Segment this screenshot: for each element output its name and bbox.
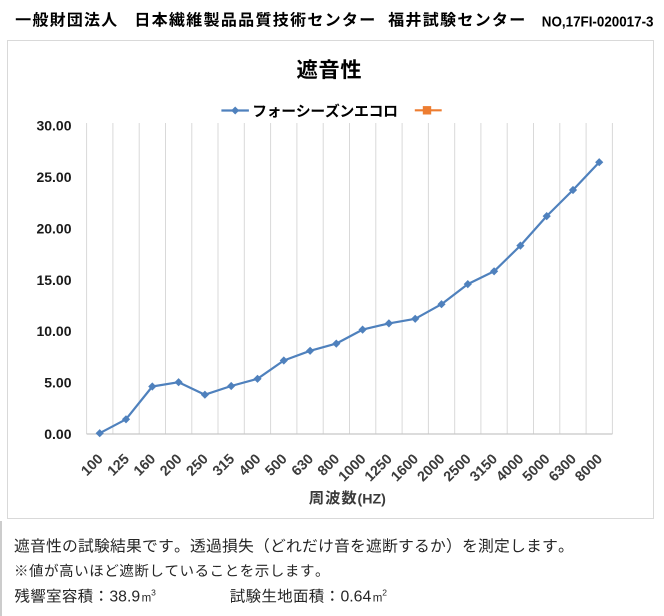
svg-text:400: 400 (236, 451, 264, 479)
svg-text:0.00: 0.00 (44, 426, 71, 442)
svg-text:8000: 8000 (572, 451, 606, 485)
svg-text:30.00: 30.00 (36, 118, 71, 134)
svg-text:2: 2 (382, 588, 387, 598)
svg-text:5.00: 5.00 (44, 375, 71, 391)
svg-text:100: 100 (78, 451, 106, 479)
svg-text:500: 500 (262, 451, 290, 479)
svg-text:m: m (142, 593, 152, 605)
svg-text:250: 250 (184, 451, 212, 479)
svg-text:25.00: 25.00 (36, 169, 71, 185)
svg-text:20.00: 20.00 (36, 221, 71, 237)
svg-text:200: 200 (157, 451, 185, 479)
svg-text:38.9: 38.9 (109, 589, 140, 606)
svg-text:(HZ): (HZ) (358, 491, 387, 507)
svg-text:125: 125 (105, 451, 133, 479)
svg-text:2500: 2500 (441, 451, 475, 485)
svg-text:m: m (373, 593, 383, 605)
svg-text:1600: 1600 (388, 451, 422, 485)
svg-text:2000: 2000 (415, 451, 449, 485)
svg-text:6300: 6300 (546, 451, 580, 485)
svg-text:0.64: 0.64 (341, 589, 372, 606)
svg-text:4000: 4000 (493, 451, 527, 485)
svg-text:160: 160 (131, 451, 159, 479)
svg-text:15.00: 15.00 (36, 272, 71, 288)
svg-text:3150: 3150 (467, 451, 501, 485)
svg-text:5000: 5000 (520, 451, 554, 485)
svg-text:630: 630 (289, 451, 317, 479)
svg-text:3: 3 (151, 588, 156, 598)
svg-text:315: 315 (210, 451, 238, 479)
svg-text:NO,17FI-020017-3: NO,17FI-020017-3 (542, 15, 654, 31)
svg-text:1000: 1000 (336, 451, 370, 485)
svg-text:10.00: 10.00 (36, 323, 71, 339)
svg-text:1250: 1250 (362, 451, 396, 485)
